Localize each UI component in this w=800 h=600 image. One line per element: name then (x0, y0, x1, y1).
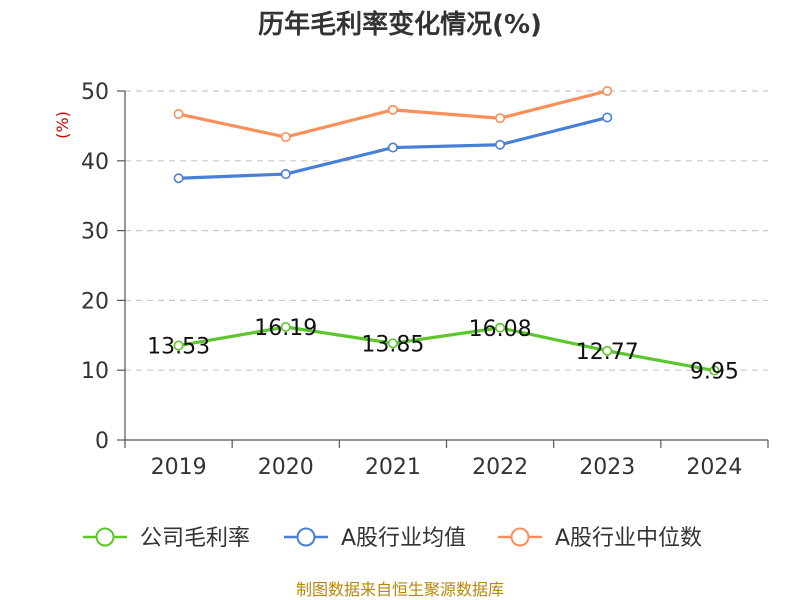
y-tick-label: 40 (81, 150, 109, 175)
data-point (602, 345, 613, 356)
y-axis-label: (%) (53, 111, 72, 139)
legend-label: A股行业中位数 (555, 526, 702, 551)
axes: 0 10 20 30 40 50 2019 2020 2021 2022 2023 2024 (81, 80, 769, 480)
data-point (173, 340, 184, 351)
legend-marker (95, 527, 115, 547)
data-labels: 13.53 16.19 13.85 16.08 12.77 9.95 (147, 316, 739, 385)
data-point (280, 132, 291, 143)
data-point (280, 321, 291, 332)
data-label: 13.53 (147, 335, 210, 360)
data-point (495, 139, 506, 150)
data-point (387, 142, 398, 153)
x-tick-label: 2022 (472, 455, 528, 480)
series-line-0 (178, 325, 715, 373)
x-tick-label: 2021 (365, 455, 421, 480)
x-tick-label: 2019 (151, 455, 207, 480)
x-tick-label: 2023 (579, 455, 635, 480)
data-point (495, 322, 506, 333)
data-point (387, 338, 398, 349)
legend-marker (296, 527, 316, 547)
data-point (602, 86, 613, 97)
data-point (173, 173, 184, 184)
y-tick-label: 30 (81, 220, 109, 245)
source-note: 制图数据来自恒生聚源数据库 (296, 580, 504, 599)
data-label: 16.08 (469, 317, 532, 342)
series-layer (173, 86, 720, 376)
y-tick-label: 50 (81, 80, 109, 105)
data-label: 9.95 (690, 360, 739, 385)
data-point (495, 113, 506, 124)
legend: 公司毛利率 A股行业均值 A股行业中位数 (83, 526, 702, 551)
grid-lines (125, 90, 768, 371)
y-tick-label: 20 (81, 289, 109, 314)
legend-label: A股行业均值 (341, 526, 466, 551)
x-tick-label: 2020 (258, 455, 314, 480)
chart-title: 历年毛利率变化情况(%) (258, 9, 542, 40)
legend-marker (510, 527, 530, 547)
data-label: 13.85 (361, 332, 424, 357)
y-tick-label: 0 (95, 429, 109, 454)
data-label: 12.77 (576, 340, 639, 365)
x-tick-label: 2024 (686, 455, 742, 480)
data-label: 16.19 (254, 316, 317, 341)
data-point (602, 112, 613, 123)
y-tick-label: 10 (81, 359, 109, 384)
legend-label: 公司毛利率 (140, 526, 250, 551)
data-point (280, 169, 291, 180)
data-point (387, 104, 398, 115)
data-point (173, 109, 184, 120)
data-point (709, 365, 720, 376)
